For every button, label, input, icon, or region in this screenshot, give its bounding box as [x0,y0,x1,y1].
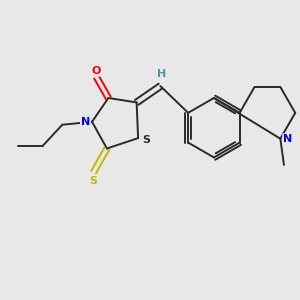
Text: N: N [283,134,292,144]
Text: H: H [157,69,167,79]
Text: O: O [92,66,101,76]
Text: N: N [81,117,90,127]
Text: S: S [142,135,150,145]
Text: S: S [89,176,98,186]
